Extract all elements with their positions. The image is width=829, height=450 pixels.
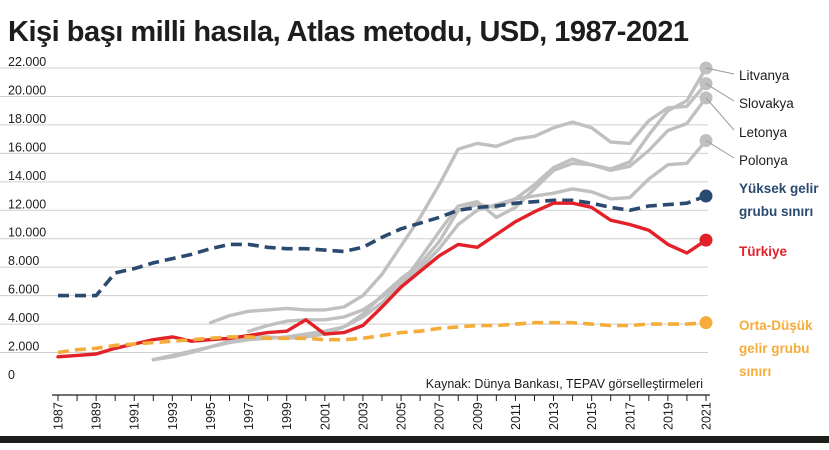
y-tick-label-0: 0 <box>8 368 15 382</box>
series-line-3 <box>246 138 708 333</box>
y-tick-label-1: 2.000 <box>8 340 39 354</box>
series-label-1: Slovakya <box>739 96 794 111</box>
series-line-4 <box>58 194 707 298</box>
series-line-5 <box>56 201 708 359</box>
label-connector-2 <box>705 97 735 131</box>
series-label-line: Litvanya <box>739 68 790 83</box>
series-label-3: Polonya <box>739 153 788 168</box>
source-note: Kaynak: Dünya Bankası, TEPAV görselleşti… <box>426 377 703 391</box>
x-tick-label-1991: 1991 <box>128 402 142 430</box>
x-tick-label-2011: 2011 <box>509 403 523 430</box>
y-tick-label-4: 8.000 <box>8 254 39 268</box>
x-tick-label-1989: 1989 <box>90 402 104 430</box>
series-label-5: Türkiye <box>739 244 788 259</box>
y-axis-labels: 0 2.000 4.000 6.000 8.000 10.000 12.000 14.000 1… <box>8 55 46 382</box>
chart-title: Kişi başı milli hasıla, Atlas metodu, US… <box>8 16 689 48</box>
series-label-line: Polonya <box>739 153 788 168</box>
series-label-6: Orta-Düşük gelir grubu sınırı <box>739 318 813 379</box>
label-connector-3 <box>705 140 735 159</box>
x-tick-label-2007: 2007 <box>433 402 447 430</box>
series-end-marker-4 <box>699 189 713 203</box>
series-end-marker-6 <box>699 316 713 330</box>
series-lines <box>56 66 708 362</box>
bottom-rule <box>0 436 829 443</box>
x-tick-label-1995: 1995 <box>204 402 218 430</box>
series-label-4: Yüksek gelir grubu sınırı <box>739 181 819 219</box>
series-label-2: Letonya <box>739 125 788 140</box>
series-line-6 <box>57 320 707 355</box>
series-line-0 <box>151 66 708 362</box>
grid-lines <box>0 67 708 354</box>
x-tick-label-1987: 1987 <box>52 402 66 430</box>
y-tick-label-2: 4.000 <box>8 311 39 325</box>
y-tick-label-3: 6.000 <box>8 283 39 297</box>
x-tick-label-1999: 1999 <box>280 402 294 430</box>
x-tick-label-2017: 2017 <box>623 402 637 430</box>
y-tick-label-7: 14.000 <box>8 169 46 183</box>
series-label-line: Orta-Düşük <box>739 318 813 333</box>
series-label-line: sınırı <box>739 364 771 379</box>
series-label-line: grubu sınırı <box>739 204 813 219</box>
x-axis: 1987 1989 1991 1993 1995 1997 1999 2001 2003 2005… <box>52 394 714 430</box>
x-tick-label-2003: 2003 <box>356 402 370 430</box>
x-tick-label-2015: 2015 <box>585 402 599 430</box>
y-tick-label-11: 22.000 <box>8 55 46 69</box>
x-tick-label-2019: 2019 <box>661 402 675 430</box>
series-label-line: gelir grubu <box>739 341 810 356</box>
x-tick-label-2021: 2021 <box>700 402 714 430</box>
x-tick-label-2009: 2009 <box>471 402 485 430</box>
x-tick-label-2005: 2005 <box>395 402 409 430</box>
x-tick-label-2001: 2001 <box>318 402 332 430</box>
series-line-1 <box>208 81 708 325</box>
label-connector-0 <box>705 67 735 75</box>
y-tick-label-8: 16.000 <box>8 140 46 154</box>
series-label-line: Türkiye <box>739 244 788 259</box>
series-end-markers <box>699 61 713 330</box>
y-tick-label-5: 10.000 <box>8 226 46 240</box>
series-line-2 <box>151 96 708 362</box>
y-tick-label-10: 20.000 <box>8 83 46 97</box>
series-label-line: Letonya <box>739 125 788 140</box>
series-end-marker-5 <box>699 233 713 247</box>
series-label-line: Yüksek gelir <box>739 181 819 196</box>
x-tick-label-2013: 2013 <box>547 402 561 430</box>
series-label-line: Slovakya <box>739 96 794 111</box>
x-tick-label-1997: 1997 <box>242 402 256 430</box>
y-tick-label-6: 12.000 <box>8 197 46 211</box>
label-connector-1 <box>705 83 735 102</box>
y-tick-label-9: 18.000 <box>8 112 46 126</box>
series-label-0: Litvanya <box>739 68 790 83</box>
series-labels: Litvanya Slovakya Letonya Polonya Yüksek gel… <box>705 67 819 379</box>
x-tick-label-1993: 1993 <box>166 402 180 430</box>
